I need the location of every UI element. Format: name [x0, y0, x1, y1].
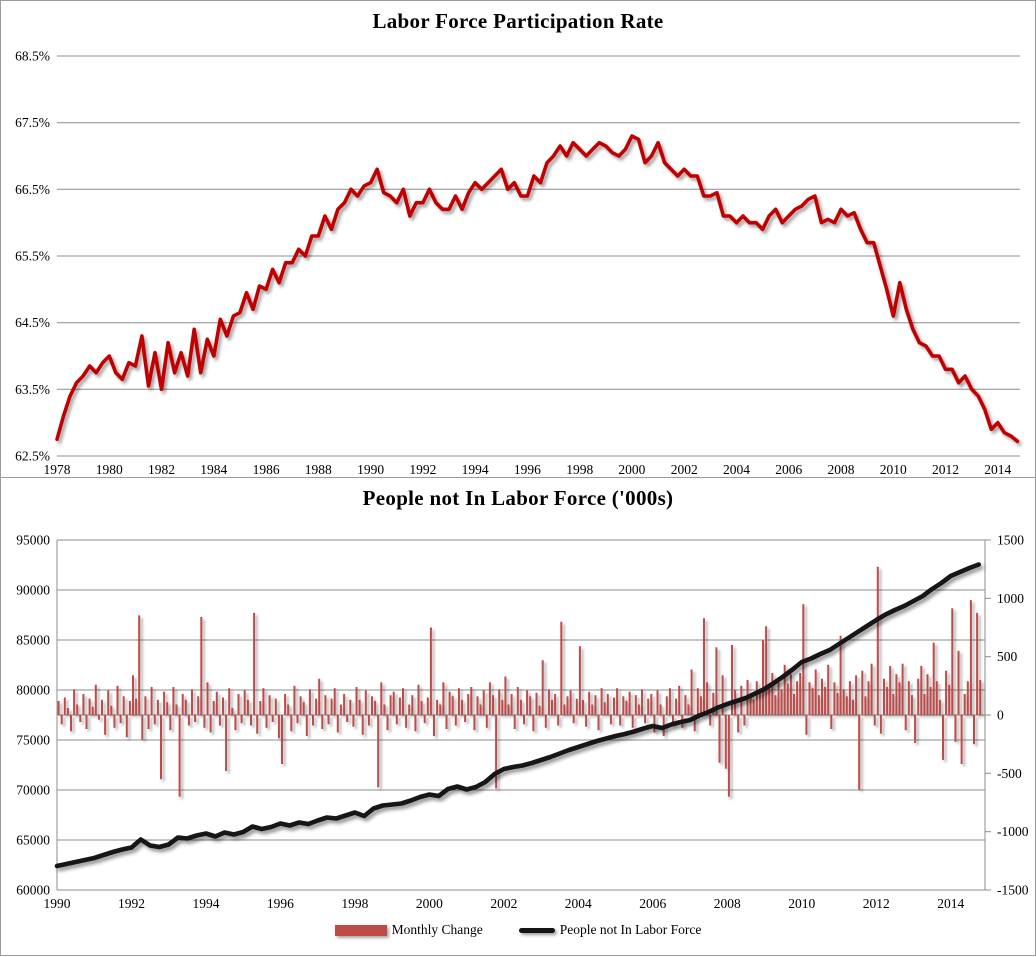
- lfpr-x-tick-label: 2002: [671, 462, 698, 477]
- lfpr-y-tick-label: 67.5%: [15, 115, 50, 130]
- lfpr-chart-panel: Labor Force Participation Rate 62.5% 63.5…: [0, 0, 1036, 478]
- legend-item-monthly-change: Monthly Change: [334, 922, 483, 938]
- legend-item-nilf-line: People not In Labor Force: [518, 922, 702, 938]
- nilf-right-tick-label: -1500: [997, 883, 1029, 898]
- nilf-right-tick-label: -500: [997, 766, 1022, 781]
- lfpr-x-tick-label: 1992: [409, 462, 436, 477]
- nilf-x-tick-label: 1992: [118, 896, 145, 911]
- nilf-right-tick-label: 0: [997, 708, 1004, 723]
- monthly-change-swatch: [334, 924, 387, 936]
- nilf-left-tick-label: 75000: [16, 733, 50, 748]
- lfpr-x-tick-label: 1978: [44, 462, 71, 477]
- lfpr-chart-title: Labor Force Participation Rate: [372, 9, 664, 33]
- nilf-x-tick-label: 2000: [416, 896, 443, 911]
- lfpr-x-tick-label: 1980: [96, 462, 123, 477]
- lfpr-x-tick-label: 2008: [828, 462, 855, 477]
- lfpr-y-tick-label: 68.5%: [15, 49, 50, 64]
- nilf-right-axis: -1500 -1000 -500 0 500 1000 1500: [985, 533, 1029, 898]
- nilf-right-tick-label: 1000: [997, 591, 1024, 606]
- legend: Monthly Change People not In Labor Force: [1, 922, 1035, 938]
- lfpr-x-tick-label: 2014: [984, 462, 1011, 477]
- nilf-chart-title: People not In Labor Force ('000s): [362, 486, 674, 510]
- lfpr-line: [55, 134, 1020, 444]
- nilf-left-tick-label: 60000: [16, 883, 50, 898]
- nilf-x-tick-label: 1996: [267, 896, 294, 911]
- lfpr-y-tick-label: 63.5%: [15, 382, 50, 397]
- nilf-left-tick-label: 85000: [16, 633, 50, 648]
- nilf-left-tick-label: 70000: [16, 783, 50, 798]
- nilf-line-swatch: [518, 927, 555, 933]
- nilf-right-tick-label: -1000: [997, 824, 1029, 839]
- lfpr-gridlines: 62.5% 63.5% 64.5% 65.5% 66.5% 67.5% 68.5%: [15, 49, 1020, 464]
- nilf-line: [54, 562, 981, 869]
- lfpr-x-axis-labels: 1978 1980 1982 1984 1986 1988 1990 1992 1994 1996…: [44, 462, 1012, 477]
- lfpr-y-tick-label: 62.5%: [15, 449, 50, 464]
- nilf-chart-panel: People not In Labor Force ('000s) 60000 6…: [0, 477, 1036, 956]
- lfpr-x-tick-label: 2010: [880, 462, 907, 477]
- nilf-x-tick-label: 2002: [490, 896, 517, 911]
- nilf-x-tick-label: 2004: [565, 896, 592, 911]
- lfpr-x-tick-label: 2000: [618, 462, 645, 477]
- lfpr-x-tick-label: 2004: [723, 462, 750, 477]
- nilf-right-tick-label: 1500: [997, 533, 1024, 548]
- nilf-x-tick-label: 2008: [714, 896, 741, 911]
- lfpr-x-tick-label: 1984: [200, 462, 227, 477]
- lfpr-x-tick-label: 1982: [148, 462, 175, 477]
- nilf-left-tick-label: 65000: [16, 833, 50, 848]
- lfpr-x-tick-label: 2006: [775, 462, 802, 477]
- lfpr-x-tick-label: 1996: [514, 462, 541, 477]
- lfpr-x-tick-label: 1986: [253, 462, 280, 477]
- lfpr-x-tick-label: 1990: [357, 462, 384, 477]
- nilf-right-tick-label: 500: [997, 649, 1018, 664]
- lfpr-chart-svg: 62.5%63.5%64.5%65.5%66.5%67.5%68.5%1978 1…: [15, 49, 1020, 477]
- nilf-x-tick-label: 2012: [863, 896, 890, 911]
- lfpr-y-tick-label: 64.5%: [15, 315, 50, 330]
- lfpr-y-tick-label: 65.5%: [15, 249, 50, 264]
- lfpr-x-tick-label: 1994: [462, 462, 489, 477]
- nilf-line-label: People not In Labor Force: [559, 922, 702, 937]
- lfpr-x-tick-label: 1998: [566, 462, 593, 477]
- lfpr-y-tick-label: 66.5%: [15, 182, 50, 197]
- nilf-left-tick-label: 95000: [16, 533, 50, 548]
- nilf-left-tick-label: 90000: [16, 583, 50, 598]
- nilf-x-tick-label: 2010: [788, 896, 815, 911]
- nilf-x-axis-labels: 1990 1992 1994 1996 1998 2000 2002 2004 2006 2008…: [44, 896, 965, 911]
- monthly-change-label: Monthly Change: [391, 922, 483, 937]
- nilf-left-tick-label: 80000: [16, 683, 50, 698]
- nilf-chart-svg: 60000 65000 70000 75000 80000 85000 90000 95000…: [16, 533, 1029, 912]
- nilf-x-tick-label: 1994: [193, 896, 220, 911]
- nilf-x-tick-label: 1998: [341, 896, 368, 911]
- nilf-x-tick-label: 2006: [639, 896, 666, 911]
- monthly-change-bars: [57, 566, 982, 797]
- lfpr-x-tick-label: 1988: [305, 462, 332, 477]
- nilf-x-tick-label: 1990: [44, 896, 71, 911]
- lfpr-x-tick-label: 2012: [932, 462, 959, 477]
- nilf-x-tick-label: 2014: [937, 896, 964, 911]
